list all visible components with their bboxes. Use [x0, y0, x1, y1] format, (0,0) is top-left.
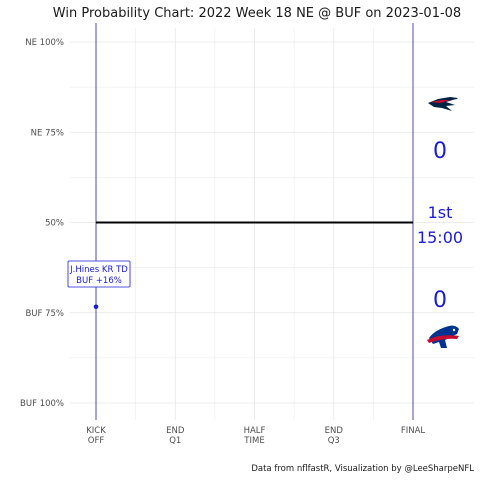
x-tick-label: END [325, 426, 344, 436]
x-tick-label: TIME [243, 436, 264, 446]
y-tick-label: BUF 75% [25, 309, 64, 319]
y-tick-label: NE 75% [31, 128, 64, 138]
game-clock: 15:00 [417, 228, 463, 247]
play-annotation: J.Hines KR TD BUF +16% [67, 260, 131, 310]
patriots-logo-icon [428, 97, 458, 111]
x-tick-label: END [166, 426, 185, 436]
annotation-line2: BUF +16% [76, 276, 122, 286]
annotation-box [67, 260, 131, 288]
x-tick-label: Q3 [328, 436, 340, 446]
x-tick-label: Q1 [169, 436, 181, 446]
y-tick-label: BUF 100% [20, 399, 64, 409]
annotation-line1: J.Hines KR TD [69, 265, 128, 275]
y-tick-label: NE 100% [25, 38, 64, 48]
chart-caption: Data from nflfastR, Visualization by @Le… [251, 464, 474, 474]
away-score: 0 [433, 139, 447, 164]
x-tick-label: HALF [244, 426, 266, 436]
x-tick-label: OFF [88, 436, 105, 446]
game-quarter: 1st [428, 203, 453, 222]
home-score: 0 [433, 288, 447, 313]
x-tick-label: KICK [86, 426, 106, 436]
annotation-point [93, 304, 99, 310]
bills-logo-icon [427, 325, 459, 348]
y-tick-label: 50% [45, 219, 64, 229]
y-axis-ticks: NE 100% NE 75% 50% BUF 75% BUF 100% [20, 38, 64, 409]
chart-title: Win Probability Chart: 2022 Week 18 NE @… [53, 6, 461, 21]
x-tick-label: FINAL [401, 426, 426, 436]
